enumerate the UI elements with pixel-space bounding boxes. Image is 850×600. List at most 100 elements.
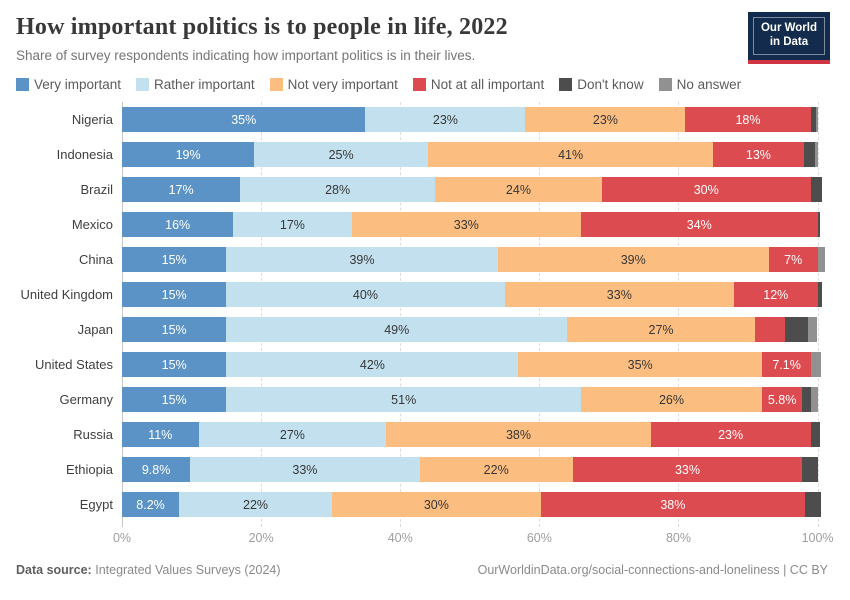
- bar-segment-very-important[interactable]: 35%: [122, 107, 366, 132]
- bar-segment-don-t-know[interactable]: [817, 282, 822, 307]
- bar-segment-rather-important[interactable]: 33%: [190, 457, 420, 482]
- bar-segment-not-very-important[interactable]: 26%: [581, 387, 762, 412]
- bar-segment-not-very-important[interactable]: 33%: [504, 282, 735, 307]
- bar-row-nigeria: Nigeria 35% 23% 23% 18%: [16, 102, 828, 137]
- bar-value-label: 26%: [658, 392, 684, 407]
- bar-segment-very-important[interactable]: 15%: [122, 317, 227, 342]
- bar-segment-not-very-important[interactable]: 35%: [518, 352, 762, 377]
- bar-segment-not-at-all-important[interactable]: 5.8%: [761, 387, 803, 412]
- bar-segment-don-t-know[interactable]: [810, 422, 821, 447]
- bar-segment-very-important[interactable]: 8.2%: [122, 492, 180, 517]
- legend-item-not-very-important[interactable]: Not very important: [269, 77, 398, 92]
- legend-item-very-important[interactable]: Very important: [16, 77, 121, 92]
- bar-segment-don-t-know[interactable]: [784, 317, 809, 342]
- x-axis-tick-label: 0%: [112, 531, 132, 545]
- bar-segment-not-very-important[interactable]: 39%: [497, 247, 769, 272]
- bar-segment-don-t-know[interactable]: [802, 457, 818, 482]
- data-source-value: Integrated Values Surveys (2024): [95, 563, 281, 577]
- bar-segment-rather-important[interactable]: 51%: [226, 387, 582, 412]
- bar-segment-rather-important[interactable]: 40%: [226, 282, 505, 307]
- chart-subtitle: Share of survey respondents indicating h…: [16, 48, 476, 63]
- bar-segment-rather-important[interactable]: 42%: [226, 352, 519, 377]
- bar-segment-very-important[interactable]: 15%: [122, 352, 227, 377]
- bar-segment-no-answer[interactable]: [811, 352, 821, 377]
- bar-segment-very-important[interactable]: 19%: [122, 142, 255, 167]
- bar-segment-don-t-know[interactable]: [803, 142, 815, 167]
- bar-segment-very-important[interactable]: 16%: [122, 212, 234, 237]
- bar-segment-not-at-all-important[interactable]: 18%: [685, 107, 811, 132]
- bar-segment-very-important[interactable]: 9.8%: [122, 457, 191, 482]
- bar-segment-not-at-all-important[interactable]: 34%: [581, 212, 818, 237]
- bar-segment-not-very-important[interactable]: 33%: [351, 212, 582, 237]
- legend-swatch-icon: [412, 78, 426, 91]
- bar-value-label: 39%: [349, 252, 375, 267]
- bar-segment-don-t-know[interactable]: [810, 107, 817, 132]
- bar-value-label: 25%: [328, 147, 354, 162]
- bar-segment-rather-important[interactable]: 23%: [365, 107, 526, 132]
- bar-segment-very-important[interactable]: 15%: [122, 387, 227, 412]
- header: How important politics is to people in l…: [16, 12, 830, 64]
- bar-segment-not-very-important[interactable]: 38%: [386, 422, 651, 447]
- bar-segment-not-very-important[interactable]: 24%: [434, 177, 602, 202]
- legend: Very important Rather important Not very i…: [16, 77, 828, 92]
- bar-segment-not-at-all-important[interactable]: 7%: [768, 247, 818, 272]
- bar-segment-very-important[interactable]: 15%: [122, 247, 227, 272]
- bar-value-label: 23%: [592, 112, 618, 127]
- bar-segment-no-answer[interactable]: [814, 142, 818, 167]
- bar-segment-not-very-important[interactable]: 27%: [567, 317, 755, 342]
- stacked-bar: 15% 49% 27%: [122, 317, 828, 342]
- bar-segment-not-at-all-important[interactable]: 13%: [713, 142, 804, 167]
- bar-row-egypt: Egypt 8.2% 22% 30% 38%: [16, 487, 828, 522]
- bar-segment-not-at-all-important[interactable]: 38%: [540, 492, 806, 517]
- bar-value-label: 33%: [292, 462, 318, 477]
- bar-segment-not-very-important[interactable]: 41%: [428, 142, 714, 167]
- bar-segment-rather-important[interactable]: 25%: [254, 142, 429, 167]
- legend-label: Not very important: [287, 77, 398, 92]
- bar-segment-rather-important[interactable]: 22%: [179, 492, 333, 517]
- footer-citation-link[interactable]: OurWorldinData.org/social-connections-an…: [477, 563, 828, 577]
- x-axis-tick-label: 80%: [665, 531, 691, 545]
- bar-value-label: 33%: [674, 462, 700, 477]
- bar-segment-not-at-all-important[interactable]: [754, 317, 785, 342]
- bar-segment-don-t-know[interactable]: [810, 177, 822, 202]
- bar-value-label: 15%: [161, 287, 187, 302]
- bar-segment-rather-important[interactable]: 17%: [233, 212, 352, 237]
- legend-item-rather-important[interactable]: Rather important: [136, 77, 255, 92]
- logo-line-2: in Data: [769, 35, 809, 48]
- bar-segment-very-important[interactable]: 17%: [122, 177, 241, 202]
- bar-segment-no-answer[interactable]: [816, 107, 818, 132]
- bar-segment-don-t-know[interactable]: [817, 212, 821, 237]
- bar-row-indonesia: Indonesia 19% 25% 41% 13%: [16, 137, 828, 172]
- bar-segment-no-answer[interactable]: [808, 317, 817, 342]
- bar-segment-rather-important[interactable]: 27%: [198, 422, 387, 447]
- bar-segment-not-at-all-important[interactable]: 12%: [734, 282, 818, 307]
- x-axis-tick-label: 20%: [248, 531, 274, 545]
- bar-segment-don-t-know[interactable]: [802, 387, 811, 412]
- bar-segment-not-at-all-important[interactable]: 33%: [572, 457, 803, 482]
- bar-value-label: 33%: [606, 287, 632, 302]
- legend-item-not-at-all-important[interactable]: Not at all important: [412, 77, 544, 92]
- bar-value-label: 40%: [352, 287, 378, 302]
- bar-segment-no-answer[interactable]: [817, 247, 825, 272]
- legend-item-no-answer[interactable]: No answer: [658, 77, 741, 92]
- bar-segment-rather-important[interactable]: 39%: [226, 247, 498, 272]
- bar-segment-no-answer[interactable]: [810, 387, 819, 412]
- legend-item-don-t-know[interactable]: Don't know: [559, 77, 644, 92]
- country-label: Brazil: [80, 182, 113, 197]
- stacked-bar: 15% 51% 26% 5.8%: [122, 387, 828, 412]
- bar-segment-not-at-all-important[interactable]: 7.1%: [761, 352, 812, 377]
- bar-segment-not-at-all-important[interactable]: 30%: [601, 177, 811, 202]
- bar-segment-don-t-know[interactable]: [805, 492, 821, 517]
- gridline-0: [122, 102, 123, 527]
- bar-value-label: 5.8%: [767, 392, 797, 407]
- bar-segment-rather-important[interactable]: 28%: [240, 177, 435, 202]
- bar-segment-very-important[interactable]: 11%: [122, 422, 199, 447]
- bar-segment-very-important[interactable]: 15%: [122, 282, 227, 307]
- gridline-60: [539, 102, 541, 527]
- bar-segment-rather-important[interactable]: 49%: [226, 317, 568, 342]
- country-label: China: [79, 252, 113, 267]
- bar-segment-not-very-important[interactable]: 23%: [525, 107, 686, 132]
- bar-segment-not-at-all-important[interactable]: 23%: [650, 422, 811, 447]
- bar-segment-not-very-important[interactable]: 30%: [332, 492, 541, 517]
- bar-segment-not-very-important[interactable]: 22%: [419, 457, 573, 482]
